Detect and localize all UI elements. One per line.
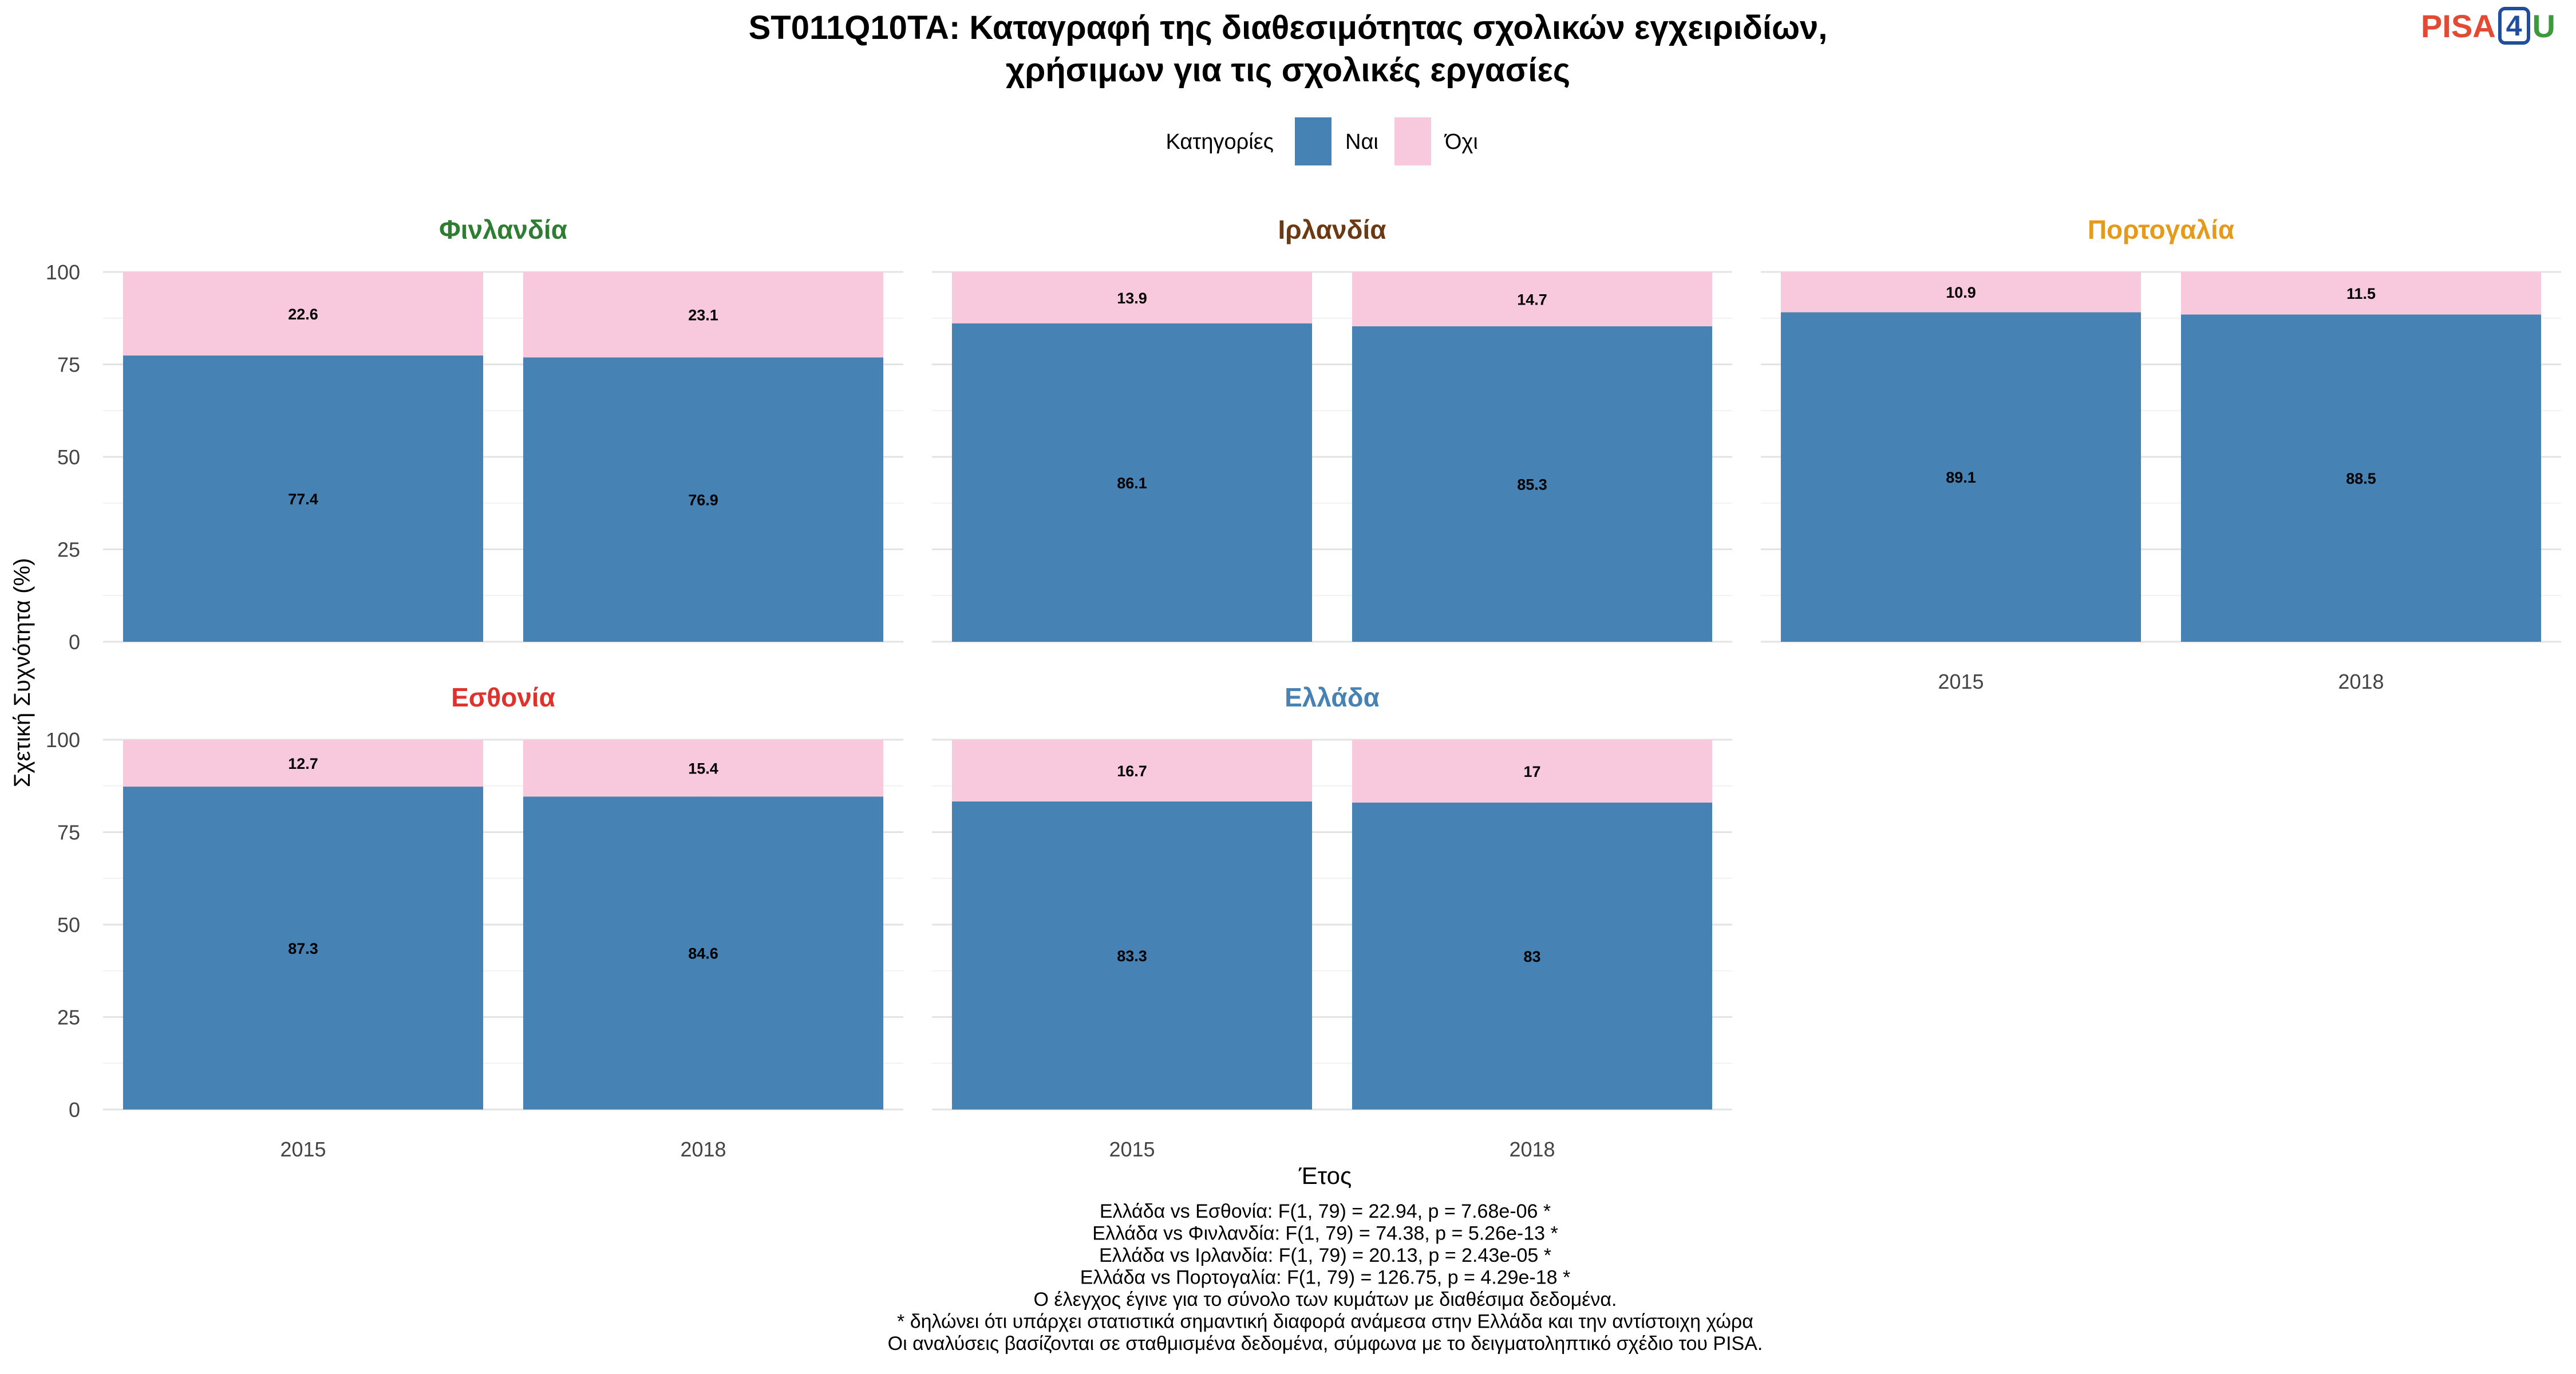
panel-title: Ιρλανδία — [1278, 215, 1386, 244]
y-tick-label: 50 — [57, 445, 80, 469]
bar-ναι-2018 — [523, 796, 884, 1110]
panel-φινλανδία: Φινλανδία 0 25 50 75 100 77.4 22.6 76.9 23.1 — [46, 215, 903, 654]
data-label-όχι-2015: 16.7 — [1117, 763, 1147, 780]
data-label-ναι-2018: 88.5 — [2346, 470, 2376, 487]
y-tick-label: 0 — [69, 630, 80, 654]
x-tick-label: 2018 — [2338, 670, 2384, 693]
data-label-όχι-2015: 13.9 — [1117, 290, 1147, 307]
chart-title-line-1: ST011Q10TA: Καταγραφή της διαθεσιμότητας… — [749, 9, 1828, 46]
data-label-όχι-2015: 10.9 — [1946, 284, 1976, 301]
footnotes: Ελλάδα vs Εσθονία: F(1, 79) = 22.94, p =… — [888, 1201, 1763, 1355]
panel-πορτογαλία: Πορτογαλία 89.1 10.9 88.5 11.5 2015 2018 — [1761, 215, 2561, 693]
bar-ναι-2018 — [1352, 326, 1713, 642]
bar-ναι-2015 — [123, 355, 484, 642]
data-label-ναι-2015: 87.3 — [288, 940, 318, 957]
bar-ναι-2018 — [523, 357, 884, 642]
legend-swatch-όχι — [1394, 117, 1431, 165]
panel-ελλάδα: Ελλάδα 83.3 16.7 83 17 2015 2018 — [932, 682, 1732, 1161]
x-tick-label: 2015 — [280, 1138, 326, 1161]
y-tick-label: 100 — [46, 260, 80, 284]
legend-title: Κατηγορίες — [1166, 130, 1274, 154]
bar-ναι-2018 — [1352, 802, 1713, 1110]
panels: Φινλανδία 0 25 50 75 100 77.4 22.6 76.9 23.1 Ιρλαν… — [46, 215, 2561, 1161]
data-label-όχι-2018: 23.1 — [688, 307, 718, 324]
data-label-όχι-2018: 15.4 — [688, 760, 718, 777]
data-label-ναι-2018: 84.6 — [688, 945, 718, 962]
y-tick-label: 100 — [46, 728, 80, 752]
x-tick-label: 2015 — [1938, 670, 1984, 693]
chart-title-line-2: χρήσιμων για τις σχολικές εργασίες — [1006, 52, 1570, 89]
legend-label-ναι: Ναι — [1345, 130, 1378, 154]
bar-όχι-2015 — [1780, 272, 2142, 313]
panel-title: Ελλάδα — [1285, 682, 1380, 712]
data-label-όχι-2018: 11.5 — [2346, 285, 2376, 302]
panel-title: Φινλανδία — [439, 215, 567, 244]
bar-ναι-2015 — [951, 801, 1313, 1110]
y-tick-label: 75 — [57, 353, 80, 377]
bar-όχι-2018 — [2180, 272, 2542, 315]
bar-όχι-2018 — [523, 740, 884, 797]
bar-όχι-2015 — [123, 740, 484, 787]
data-label-όχι-2018: 14.7 — [1517, 291, 1547, 308]
bar-όχι-2015 — [123, 272, 484, 356]
x-tick-label: 2018 — [680, 1138, 726, 1161]
data-label-ναι-2015: 86.1 — [1117, 475, 1147, 492]
pisa4u-logo: PISA 4 U — [2421, 7, 2555, 45]
footnote-line: Ο έλεγχος έγινε για το σύνολο των κυμάτω… — [1034, 1289, 1617, 1310]
footnote-line: Ελλάδα vs Ιρλανδία: F(1, 79) = 20.13, p … — [1099, 1245, 1551, 1266]
data-label-όχι-2018: 17 — [1523, 763, 1540, 780]
bar-ναι-2015 — [951, 323, 1313, 642]
data-label-ναι-2018: 76.9 — [688, 492, 718, 509]
bar-ναι-2015 — [123, 787, 484, 1110]
panel-ιρλανδία: Ιρλανδία 86.1 13.9 85.3 14.7 — [932, 215, 1732, 643]
data-label-ναι-2015: 83.3 — [1117, 947, 1147, 965]
bar-ναι-2015 — [1780, 312, 2142, 642]
bar-ναι-2018 — [2180, 314, 2542, 642]
footnote-line: Οι αναλύσεις βασίζονται σε σταθμισμένα δ… — [888, 1333, 1763, 1355]
bar-όχι-2018 — [1352, 740, 1713, 803]
y-tick-label: 50 — [57, 913, 80, 937]
bar-όχι-2015 — [951, 740, 1313, 802]
legend: Κατηγορίες Ναι Όχι — [1166, 117, 1478, 165]
panel-title: Εσθονία — [451, 682, 555, 712]
panel-title: Πορτογαλία — [2088, 215, 2234, 244]
y-tick-label: 0 — [69, 1098, 80, 1122]
y-tick-label: 25 — [57, 1006, 80, 1029]
legend-label-όχι: Όχι — [1444, 130, 1478, 154]
logo-part-4: 4 — [2498, 7, 2530, 45]
panel-εσθονία: Εσθονία 0 25 50 75 100 87.3 12.7 84.6 15.4 2015 201… — [46, 682, 903, 1161]
data-label-ναι-2018: 85.3 — [1517, 476, 1547, 493]
legend-swatch-ναι — [1295, 117, 1332, 165]
y-tick-label: 25 — [57, 538, 80, 562]
data-label-ναι-2018: 83 — [1523, 948, 1540, 965]
logo-part-u: U — [2532, 7, 2555, 44]
x-axis-label: Έτος — [1298, 1162, 1352, 1189]
footnote-line: Ελλάδα vs Εσθονία: F(1, 79) = 22.94, p =… — [1100, 1201, 1551, 1222]
data-label-όχι-2015: 12.7 — [288, 755, 318, 772]
data-label-ναι-2015: 89.1 — [1946, 469, 1976, 486]
footnote-line: Ελλάδα vs Πορτογαλία: F(1, 79) = 126.75,… — [1080, 1267, 1570, 1289]
x-tick-label: 2015 — [1109, 1138, 1155, 1161]
data-label-ναι-2015: 77.4 — [288, 491, 318, 508]
footnote-line: * δηλώνει ότι υπάρχει στατιστικά σημαντι… — [897, 1311, 1753, 1333]
logo-part-pisa: PISA — [2421, 7, 2496, 44]
y-axis-label: Σχετική Συχνότητα (%) — [10, 558, 35, 788]
x-tick-label: 2018 — [1509, 1138, 1555, 1161]
bar-όχι-2015 — [951, 272, 1313, 323]
data-label-όχι-2015: 22.6 — [288, 306, 318, 323]
y-tick-label: 75 — [57, 821, 80, 844]
bar-όχι-2018 — [1352, 272, 1713, 326]
bar-όχι-2018 — [523, 272, 884, 358]
footnote-line: Ελλάδα vs Φινλανδία: F(1, 79) = 74.38, p… — [1092, 1223, 1558, 1245]
